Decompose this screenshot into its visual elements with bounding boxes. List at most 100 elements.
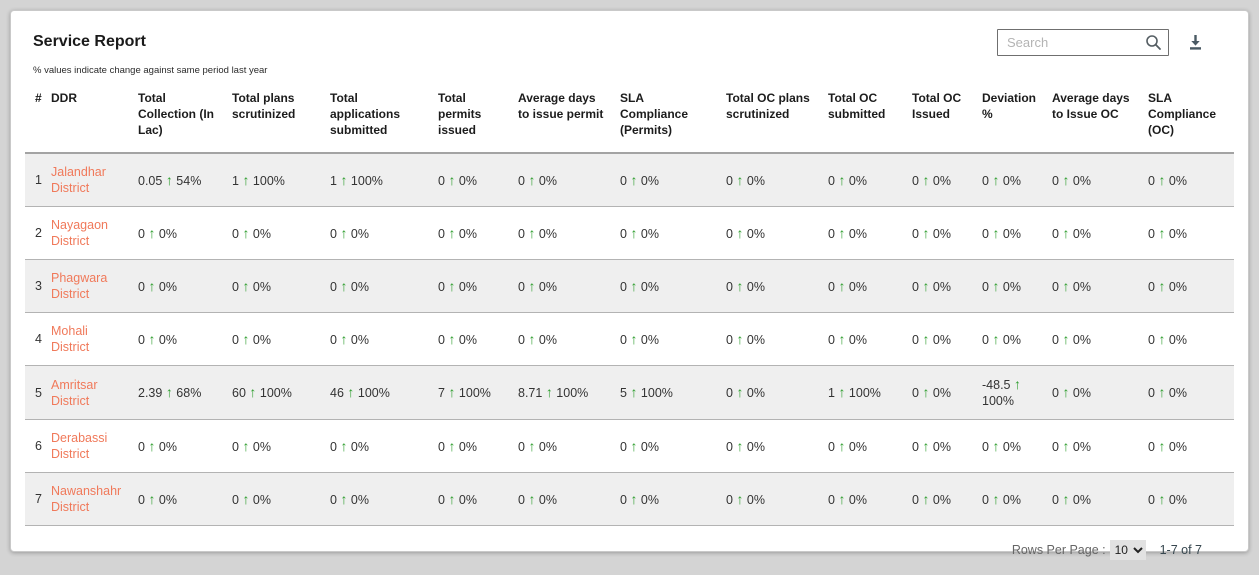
- up-arrow-icon: ↑: [630, 171, 638, 188]
- metric-cell: 0 ↑ 0%: [980, 420, 1050, 473]
- metric-cell: 0 ↑ 0%: [230, 207, 328, 260]
- metric-value: 0: [912, 386, 923, 400]
- district-link[interactable]: Nayagaon District: [51, 218, 108, 248]
- metric-value: 0: [518, 439, 529, 454]
- up-arrow-icon: ↑: [448, 437, 456, 454]
- metric-value: 0: [232, 439, 243, 454]
- metric-value: 0: [828, 439, 839, 454]
- district-link[interactable]: Mohali District: [51, 324, 90, 354]
- district-link[interactable]: Derabassi District: [51, 431, 108, 461]
- metric-value: 0: [912, 439, 923, 454]
- up-arrow-icon: ↑: [736, 277, 744, 294]
- table-row: 6 Derabassi District 0 ↑ 0% 0 ↑ 0% 0 ↑ 0% 0 ↑…: [25, 420, 1234, 473]
- up-arrow-icon: ↑: [1158, 437, 1166, 454]
- metric-cell: 0 ↑ 0%: [980, 313, 1050, 366]
- up-arrow-icon: ↑: [448, 277, 456, 294]
- metric-cell: 0 ↑ 0%: [910, 153, 980, 207]
- metric-value: 0: [1052, 332, 1063, 347]
- metric-cell: 0 ↑ 0%: [136, 420, 230, 473]
- up-arrow-icon: ↑: [528, 330, 536, 347]
- table-row: 4 Mohali District 0 ↑ 0% 0 ↑ 0% 0 ↑ 0% 0 ↑ 0%…: [25, 313, 1234, 366]
- up-arrow-icon: ↑: [249, 384, 257, 400]
- metric-cell: 0 ↑ 0%: [1146, 420, 1234, 473]
- metric-cell: 0 ↑ 0%: [436, 260, 516, 313]
- metric-cell: 0 ↑ 0%: [436, 313, 516, 366]
- metric-change: 0%: [1069, 279, 1091, 294]
- metric-value: 5: [620, 386, 631, 400]
- metric-value: 0: [1148, 279, 1159, 294]
- district-link[interactable]: Nawanshahr District: [51, 484, 122, 514]
- row-index: 2: [35, 226, 42, 240]
- metric-cell: 0 ↑ 0%: [980, 473, 1050, 526]
- metric-value: 0: [982, 492, 993, 507]
- metric-value: 1: [828, 386, 839, 400]
- up-arrow-icon: ↑: [340, 277, 348, 294]
- metric-cell: 0 ↑ 0%: [980, 153, 1050, 207]
- metric-cell: 1 ↑ 100%: [328, 153, 436, 207]
- metric-cell: 5 ↑ 100%: [618, 366, 724, 420]
- metric-cell: 0 ↑ 0%: [136, 313, 230, 366]
- table-body: 1 Jalandhar District 0.05 ↑ 54% 1 ↑ 100% 1 ↑…: [25, 153, 1234, 526]
- metric-change: 0%: [743, 226, 765, 241]
- metric-cell: 0 ↑ 0%: [1050, 420, 1146, 473]
- metric-change: 54%: [172, 173, 202, 188]
- metric-change: 0%: [999, 439, 1021, 454]
- district-link[interactable]: Amritsar District: [51, 377, 98, 408]
- table-header-row: # DDR Total Collection (In Lac) Total pl…: [25, 86, 1234, 153]
- page-title: Service Report: [33, 33, 146, 50]
- metric-change: 0%: [1069, 332, 1091, 347]
- metric-cell: 2.39 ↑ 68%: [136, 366, 230, 420]
- metric-change: 0%: [155, 332, 177, 347]
- metric-change: 0%: [455, 279, 477, 294]
- metric-cell: 0 ↑ 0%: [136, 260, 230, 313]
- metric-cell: 0 ↑ 0%: [328, 420, 436, 473]
- metric-cell: 0 ↑ 0%: [826, 313, 910, 366]
- download-button[interactable]: [1187, 34, 1204, 51]
- metric-value: 0: [620, 226, 631, 241]
- metric-change: 0%: [929, 173, 951, 188]
- metric-value: 1: [330, 173, 341, 188]
- metric-change: 0%: [637, 492, 659, 507]
- district-link[interactable]: Jalandhar District: [51, 165, 106, 195]
- metric-cell: 0 ↑ 0%: [618, 473, 724, 526]
- metric-change: 0%: [249, 226, 271, 241]
- search-icon[interactable]: [1145, 34, 1162, 56]
- up-arrow-icon: ↑: [148, 277, 156, 294]
- search-input[interactable]: [997, 29, 1169, 56]
- metric-change: 0%: [249, 332, 271, 347]
- metric-value: 0: [232, 226, 243, 241]
- metric-change: 0%: [743, 279, 765, 294]
- metric-value: 0: [912, 332, 923, 347]
- metric-cell: 0 ↑ 0%: [516, 260, 618, 313]
- metric-cell: 0 ↑ 0%: [826, 473, 910, 526]
- metric-change: 0%: [249, 439, 271, 454]
- metric-cell: 0 ↑ 0%: [328, 473, 436, 526]
- metric-value: 7: [438, 386, 449, 400]
- metric-change: 0%: [535, 226, 557, 241]
- district-cell: Nayagaon District: [49, 207, 136, 260]
- up-arrow-icon: ↑: [528, 171, 536, 188]
- metric-change: 0%: [1069, 173, 1091, 188]
- metric-value: 0: [330, 226, 341, 241]
- row-index: 5: [35, 385, 42, 400]
- metric-change: 0%: [535, 173, 557, 188]
- up-arrow-icon: ↑: [165, 384, 173, 400]
- page-range-label: 1-7 of 7: [1159, 543, 1202, 557]
- metric-value: 0: [982, 332, 993, 347]
- column-header: Average days to Issue OC: [1052, 91, 1130, 121]
- metric-value: 0: [138, 439, 149, 454]
- metric-cell: 60 ↑ 100%: [230, 366, 328, 420]
- metric-cell: 46 ↑ 100%: [328, 366, 436, 420]
- metric-value: 0: [828, 492, 839, 507]
- up-arrow-icon: ↑: [1158, 277, 1166, 294]
- metric-value: 0: [912, 279, 923, 294]
- up-arrow-icon: ↑: [736, 171, 744, 188]
- metric-change: 0%: [845, 492, 867, 507]
- metric-change: 0%: [155, 226, 177, 241]
- metric-change: 0%: [1069, 226, 1091, 241]
- metric-change: 0%: [347, 439, 369, 454]
- rows-per-page-select[interactable]: 10: [1109, 540, 1146, 560]
- district-link[interactable]: Phagwara District: [51, 271, 108, 301]
- metric-cell: 0 ↑ 0%: [724, 366, 826, 420]
- up-arrow-icon: ↑: [992, 224, 1000, 241]
